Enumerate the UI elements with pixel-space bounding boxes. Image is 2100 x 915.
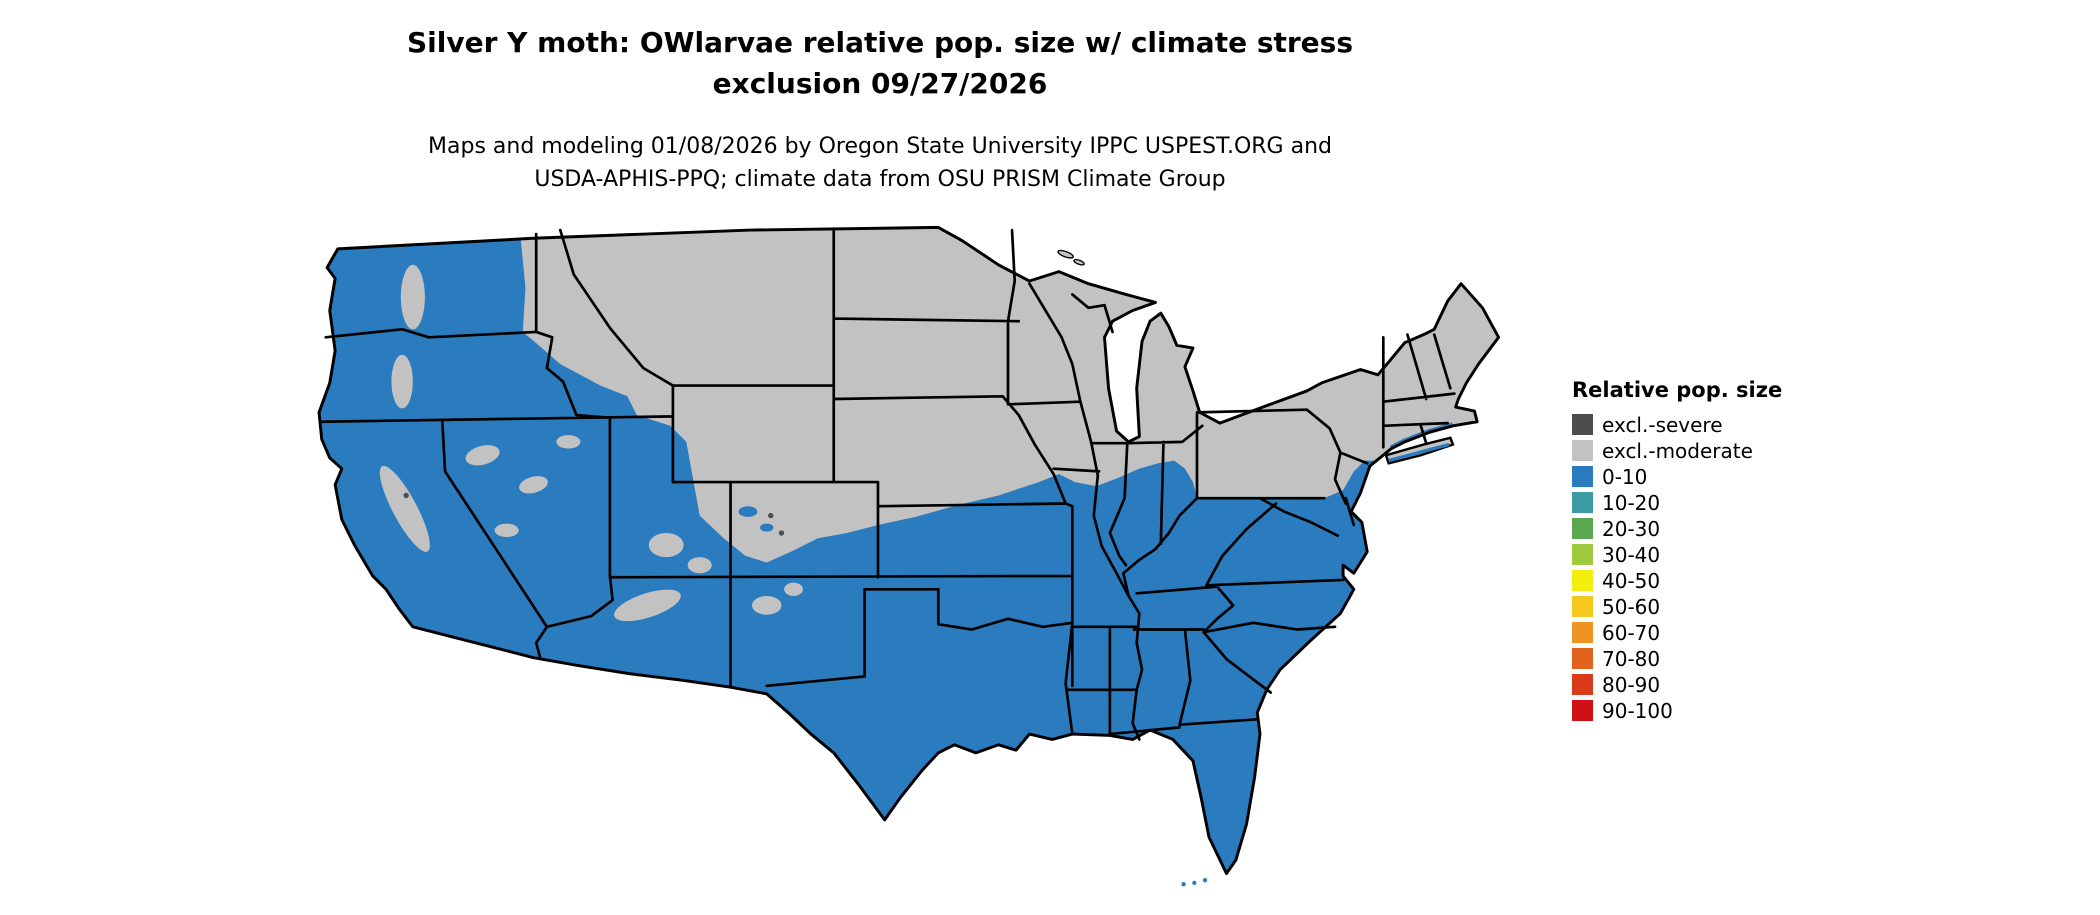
western-exclusion-patches (379, 264, 803, 622)
legend-items: excl.-severe excl.-moderate 0-10 10-20 20-30… (1572, 412, 1872, 723)
us-outline (317, 225, 1501, 875)
legend-swatch (1572, 622, 1593, 643)
florida-keys (1181, 878, 1208, 887)
legend-item: 20-30 (1572, 516, 1872, 541)
legend-item: 40-50 (1572, 568, 1872, 593)
subtitle: Maps and modeling 01/08/2026 by Oregon S… (0, 130, 1760, 196)
legend-label: 10-20 (1602, 490, 1661, 515)
legend-swatch (1572, 440, 1593, 461)
legend-item: excl.-moderate (1572, 438, 1872, 463)
legend-label: 60-70 (1602, 620, 1661, 645)
legend-label: 20-30 (1602, 516, 1661, 541)
page-title: Silver Y moth: OWlarvae relative pop. si… (0, 22, 1760, 104)
subtitle-line1: Maps and modeling 01/08/2026 by Oregon S… (428, 134, 1332, 159)
legend-item: 80-90 (1572, 672, 1872, 697)
legend-label: 90-100 (1602, 698, 1673, 723)
legend-swatch (1572, 518, 1593, 539)
uspest-map-page: { "title": { "line1": "Silver Y moth: OW… (0, 22, 1872, 887)
legend-item: 10-20 (1572, 490, 1872, 515)
legend-label: 0-10 (1602, 464, 1648, 489)
legend-swatch (1572, 648, 1593, 669)
legend-item: 70-80 (1572, 646, 1872, 671)
legend-item: 60-70 (1572, 620, 1872, 645)
legend-swatch (1572, 466, 1593, 487)
legend-swatch (1572, 414, 1593, 435)
title-line1: Silver Y moth: OWlarvae relative pop. si… (406, 26, 1353, 59)
legend-label: 30-40 (1602, 542, 1661, 567)
legend-label: 40-50 (1602, 568, 1661, 593)
state-borders (319, 228, 1456, 741)
legend-label: 50-60 (1602, 594, 1661, 619)
legend-swatch (1572, 570, 1593, 591)
legend-label: 80-90 (1602, 672, 1661, 697)
superior-islands (1057, 249, 1085, 266)
legend-swatch (1572, 596, 1593, 617)
severe-exclusion-specks (403, 492, 785, 536)
legend-item: 0-10 (1572, 464, 1872, 489)
blue-valley-pockets (738, 506, 774, 532)
legend-item: 90-100 (1572, 698, 1872, 723)
legend-item: excl.-severe (1572, 412, 1872, 437)
us-map (317, 225, 1501, 887)
title-line2: exclusion 09/27/2026 (712, 67, 1048, 100)
legend-label: excl.-moderate (1602, 438, 1753, 463)
long-island-blue-shore (1388, 442, 1450, 463)
subtitle-line2: USDA-APHIS-PPQ; climate data from OSU PR… (534, 167, 1226, 192)
legend-item: 50-60 (1572, 594, 1872, 619)
legend-swatch (1572, 700, 1593, 721)
legend-label: excl.-severe (1602, 412, 1723, 437)
legend-swatch (1572, 492, 1593, 513)
legend-item: 30-40 (1572, 542, 1872, 567)
legend-title: Relative pop. size (1572, 378, 1783, 402)
legend-label: 70-80 (1602, 646, 1661, 671)
us-map-container (315, 214, 1575, 911)
header: Silver Y moth: OWlarvae relative pop. si… (0, 22, 1760, 196)
legend-swatch (1572, 544, 1593, 565)
legend-swatch (1572, 674, 1593, 695)
legend: Relative pop. size excl.-severe excl.-mod… (1572, 378, 1872, 726)
